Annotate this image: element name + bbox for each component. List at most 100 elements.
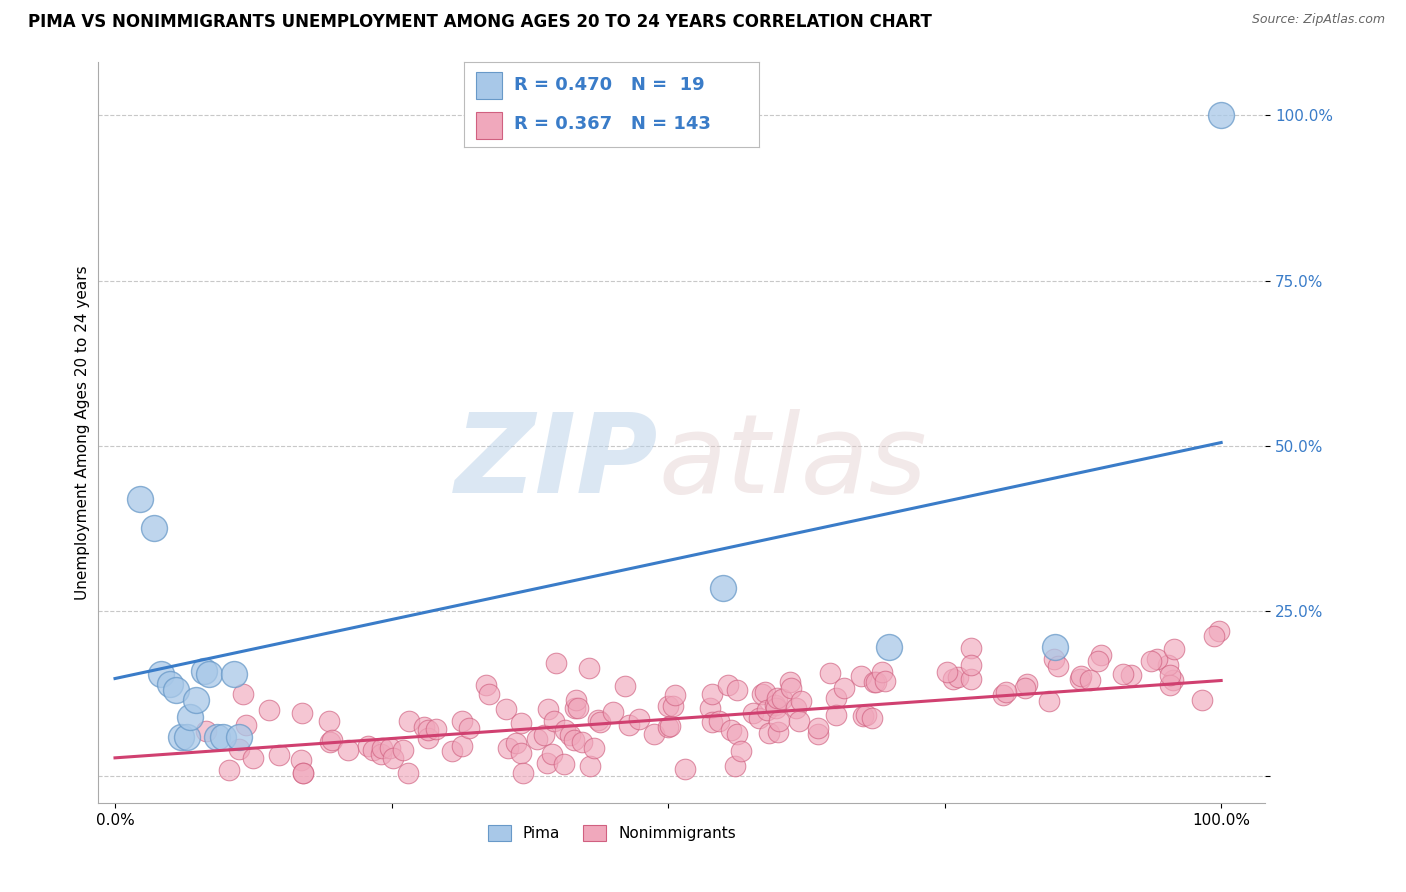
- Point: [586, 713, 609, 727]
- Y-axis label: Unemployment Among Ages 20 to 24 years: Unemployment Among Ages 20 to 24 years: [75, 265, 90, 600]
- Point: [865, 675, 887, 690]
- Point: [879, 640, 901, 655]
- Point: [391, 743, 413, 757]
- Point: [510, 746, 533, 760]
- Point: [150, 666, 173, 681]
- Point: [779, 674, 801, 689]
- Point: [474, 678, 496, 692]
- Point: [960, 658, 983, 673]
- Point: [129, 491, 152, 506]
- Point: [413, 720, 436, 734]
- Point: [768, 714, 790, 728]
- Point: [730, 744, 752, 758]
- Point: [832, 681, 855, 695]
- Point: [318, 735, 340, 749]
- Point: [218, 763, 240, 777]
- Point: [562, 732, 585, 747]
- Point: [257, 704, 280, 718]
- Point: [770, 692, 793, 706]
- Point: [564, 701, 586, 715]
- Point: [1163, 641, 1185, 656]
- Point: [193, 664, 215, 678]
- Point: [228, 742, 250, 756]
- Text: Source: ZipAtlas.com: Source: ZipAtlas.com: [1251, 13, 1385, 27]
- Point: [321, 732, 343, 747]
- Point: [664, 688, 686, 702]
- Point: [849, 669, 872, 683]
- Point: [1211, 108, 1233, 122]
- Point: [700, 687, 723, 701]
- Point: [1043, 651, 1066, 665]
- Point: [946, 670, 969, 684]
- Point: [756, 703, 779, 717]
- Text: ZIP: ZIP: [456, 409, 658, 516]
- Point: [179, 710, 201, 724]
- Point: [441, 744, 464, 758]
- Point: [994, 684, 1017, 698]
- Point: [267, 748, 290, 763]
- Point: [825, 708, 848, 723]
- Point: [959, 641, 981, 656]
- Point: [751, 687, 773, 701]
- Point: [657, 719, 679, 733]
- Point: [1047, 659, 1070, 673]
- Point: [1157, 657, 1180, 672]
- Point: [526, 731, 548, 746]
- Point: [765, 691, 787, 706]
- Point: [232, 687, 254, 701]
- Point: [862, 711, 884, 725]
- Point: [614, 679, 637, 693]
- Point: [510, 715, 533, 730]
- Point: [544, 656, 567, 670]
- Point: [1015, 677, 1038, 691]
- Point: [720, 723, 742, 738]
- Point: [398, 714, 420, 729]
- Point: [512, 766, 534, 780]
- Point: [567, 700, 589, 714]
- Point: [1202, 629, 1225, 643]
- Point: [1119, 668, 1142, 682]
- Point: [370, 747, 392, 761]
- Point: [371, 741, 394, 756]
- Point: [357, 739, 380, 753]
- Point: [361, 743, 384, 757]
- Point: [765, 701, 787, 715]
- Point: [785, 701, 807, 715]
- Point: [657, 698, 679, 713]
- Point: [537, 702, 560, 716]
- Point: [451, 714, 474, 729]
- Point: [242, 751, 264, 765]
- Point: [290, 753, 312, 767]
- Legend: Pima, Nonimmigrants: Pima, Nonimmigrants: [482, 819, 742, 847]
- Point: [380, 741, 402, 756]
- Point: [416, 731, 439, 745]
- Text: R = 0.470   N =  19: R = 0.470 N = 19: [515, 77, 704, 95]
- Point: [458, 721, 481, 735]
- Point: [505, 736, 527, 750]
- Text: PIMA VS NONIMMIGRANTS UNEMPLOYMENT AMONG AGES 20 TO 24 YEARS CORRELATION CHART: PIMA VS NONIMMIGRANTS UNEMPLOYMENT AMONG…: [28, 13, 932, 31]
- Point: [1045, 640, 1067, 655]
- Point: [1208, 624, 1230, 638]
- Point: [748, 711, 770, 725]
- Point: [942, 672, 965, 686]
- Point: [142, 521, 165, 535]
- Point: [382, 750, 405, 764]
- Point: [578, 758, 600, 772]
- Point: [582, 741, 605, 756]
- Point: [725, 683, 748, 698]
- Point: [724, 759, 747, 773]
- Point: [1112, 667, 1135, 681]
- Point: [198, 666, 221, 681]
- Point: [336, 743, 359, 757]
- Point: [553, 756, 575, 771]
- Point: [1191, 693, 1213, 707]
- Point: [991, 689, 1014, 703]
- Point: [176, 730, 198, 744]
- Point: [565, 693, 588, 707]
- Point: [780, 681, 803, 696]
- Point: [700, 715, 723, 730]
- Point: [1070, 668, 1092, 682]
- Text: atlas: atlas: [658, 409, 927, 516]
- Point: [713, 581, 735, 595]
- Point: [741, 706, 763, 720]
